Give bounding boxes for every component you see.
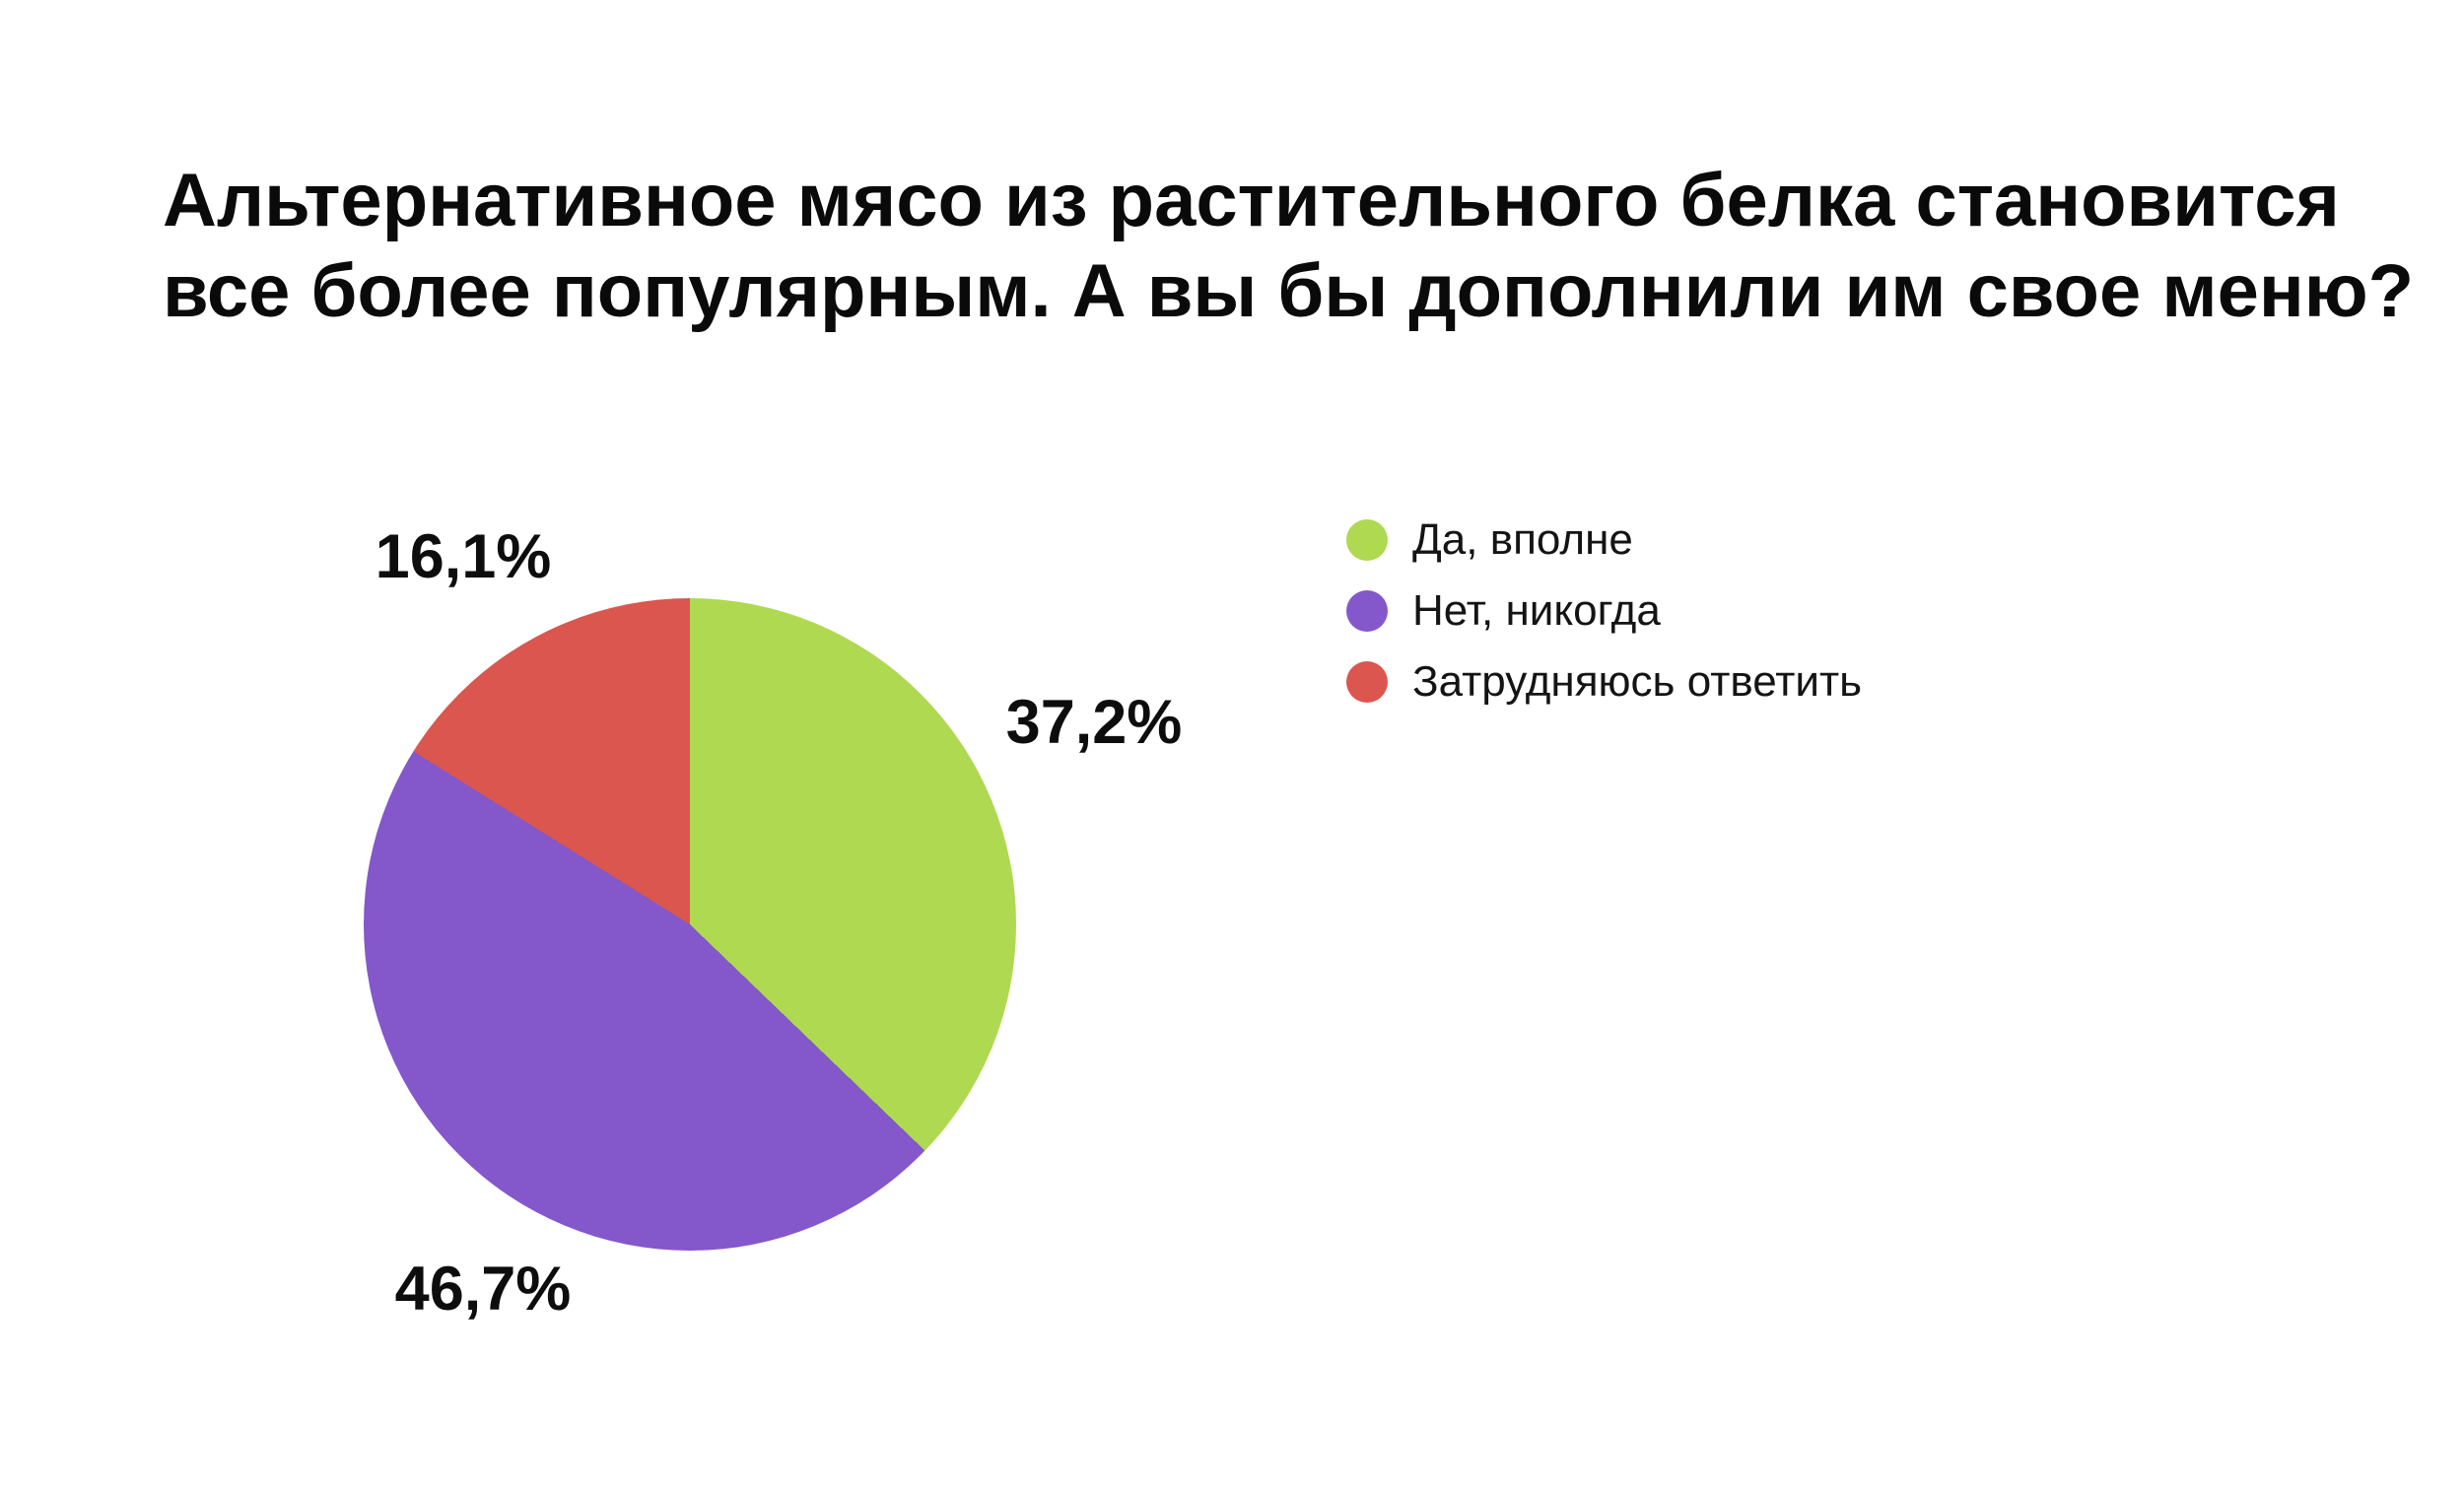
legend-label-yes: Да, вполне — [1412, 515, 1633, 564]
legend-dot-no-icon — [1346, 590, 1388, 632]
legend-label-no: Нет, никогда — [1412, 586, 1661, 635]
legend-label-unsure: Затрудняюсь ответить — [1412, 657, 1863, 706]
value-label-unsure: 16,1% — [375, 522, 552, 591]
page-title: Альтернативное мясо из растительного бел… — [163, 156, 2414, 337]
legend-item-no: Нет, никогда — [1346, 576, 1862, 646]
legend-item-unsure: Затрудняюсь ответить — [1346, 646, 1862, 717]
value-label-yes: 37,2% — [1005, 688, 1183, 757]
legend: Да, вполне Нет, никогда Затрудняюсь отве… — [1346, 505, 1862, 717]
legend-item-yes: Да, вполне — [1346, 505, 1862, 576]
pie-chart — [364, 598, 1016, 1251]
legend-dot-yes-icon — [1346, 519, 1388, 561]
page-title-line1: Альтернативное мясо из растительного бел… — [163, 159, 2340, 242]
value-label-no: 46,7% — [394, 1255, 572, 1324]
legend-dot-unsure-icon — [1346, 661, 1388, 703]
page-title-line2: все более популярным. А вы бы дополнили … — [163, 249, 2415, 333]
